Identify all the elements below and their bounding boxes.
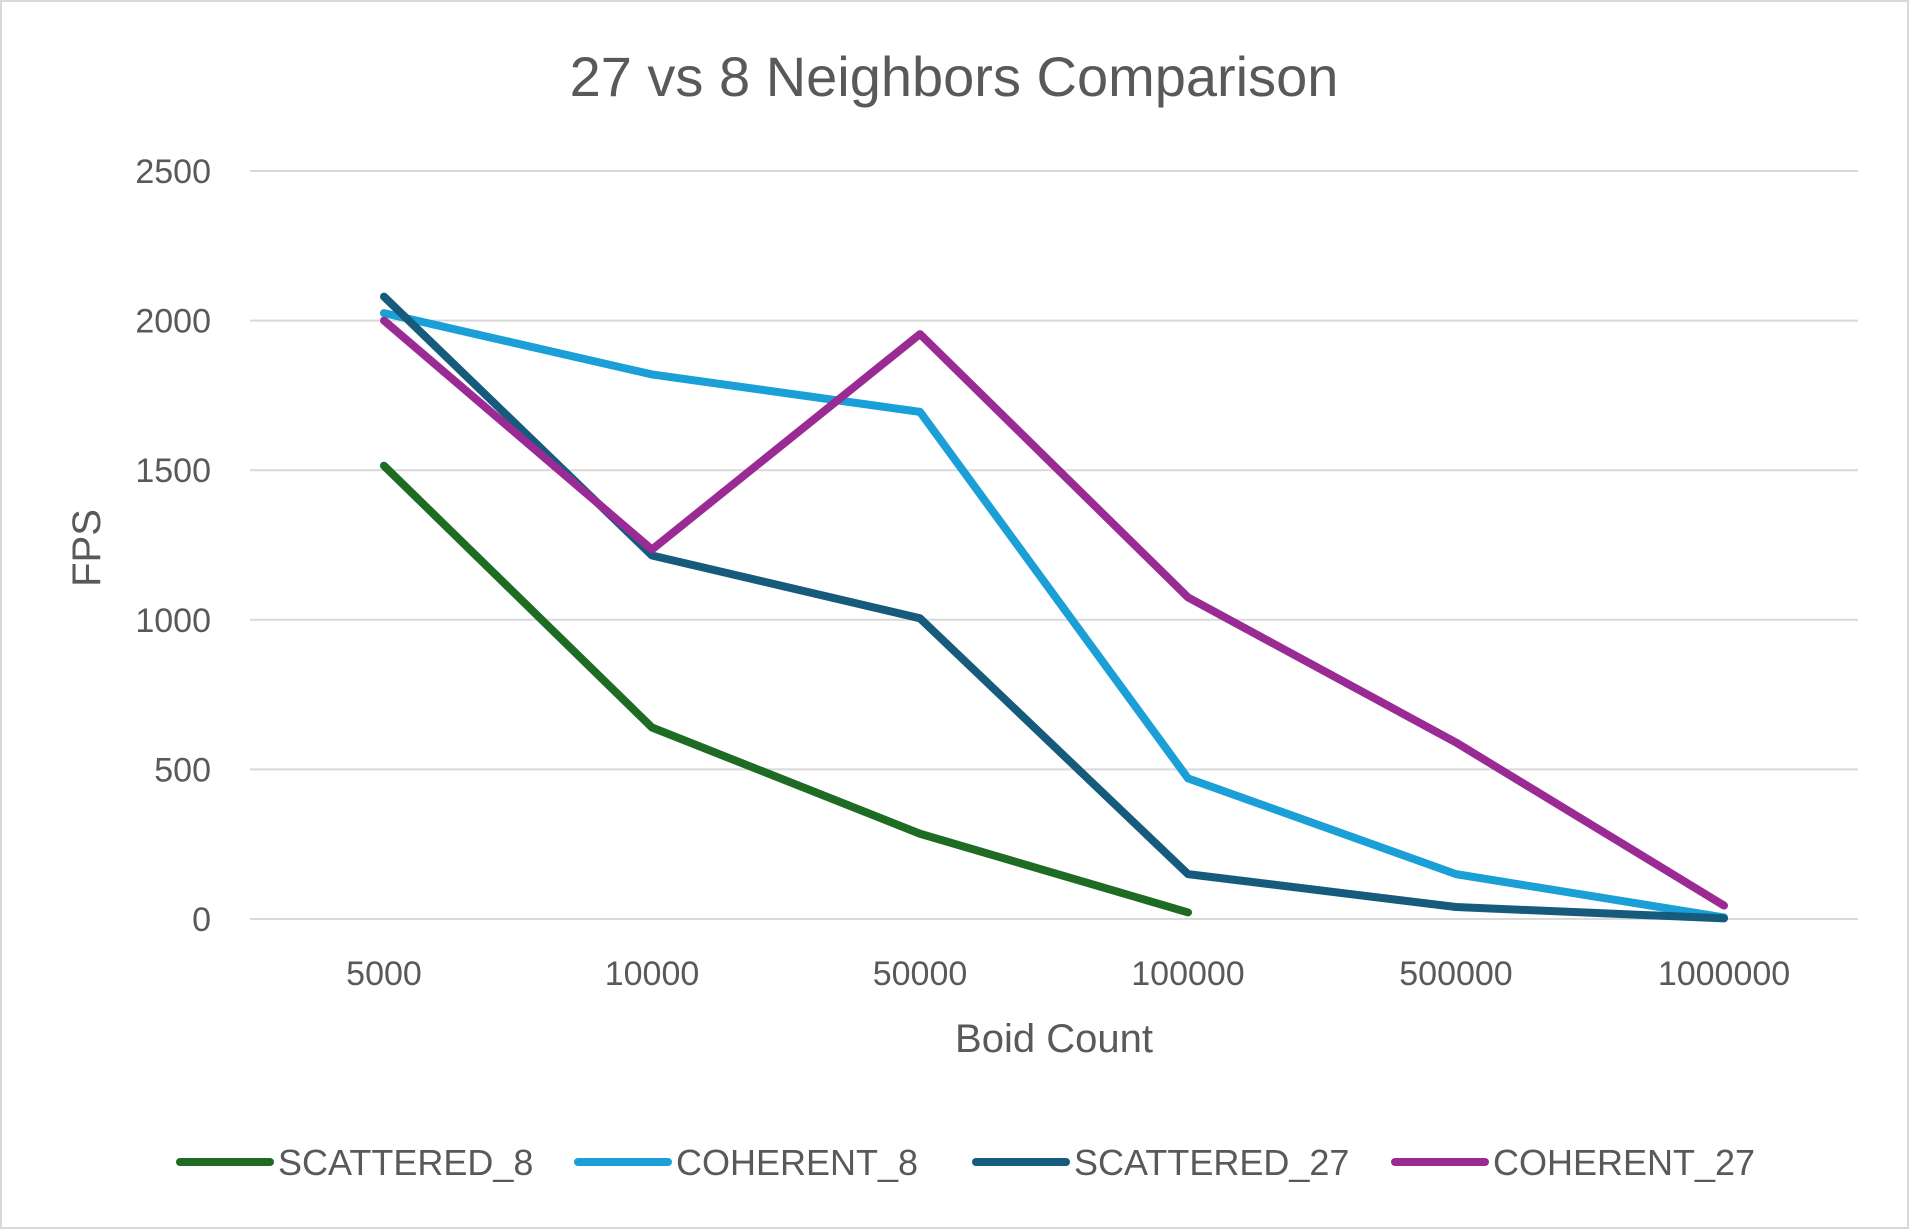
x-tick-label: 1000000 <box>1658 955 1790 993</box>
x-tick-label: 500000 <box>1399 955 1512 993</box>
y-tick-label: 1000 <box>135 602 211 640</box>
chart-title: 27 vs 8 Neighbors Comparison <box>570 45 1339 108</box>
x-axis-label: Boid Count <box>955 1017 1153 1061</box>
y-tick-label: 2000 <box>135 303 211 341</box>
series-line-scattered-27 <box>380 292 1728 923</box>
legend-label: SCATTERED_8 <box>278 1142 533 1183</box>
y-tick-label: 1500 <box>135 452 211 490</box>
legend-label: COHERENT_8 <box>676 1142 918 1183</box>
y-tick-label: 2500 <box>135 153 211 191</box>
series-lines <box>380 292 1728 923</box>
legend: SCATTERED_8 COHERENT_8 SCATTERED_27 COHEREN… <box>176 1142 1755 1183</box>
x-tick-label: 50000 <box>873 955 968 993</box>
x-tick-label: 10000 <box>605 955 700 993</box>
legend-label: COHERENT_27 <box>1493 1142 1755 1183</box>
x-axis-ticks: 5000 10000 50000 100000 500000 1000000 <box>346 955 1790 993</box>
series-line-scattered-8 <box>380 461 1192 917</box>
x-tick-label: 5000 <box>346 955 422 993</box>
legend-label: SCATTERED_27 <box>1074 1142 1349 1183</box>
y-tick-label: 500 <box>154 751 211 789</box>
y-axis-ticks: 0 500 1000 1500 2000 2500 <box>135 153 211 939</box>
series-line-coherent-8 <box>380 309 1728 922</box>
series-line-coherent-27 <box>380 316 1728 910</box>
gridlines <box>250 170 1858 920</box>
y-tick-label: 0 <box>192 901 211 939</box>
y-axis-label: FPS <box>65 509 109 587</box>
x-tick-label: 100000 <box>1131 955 1244 993</box>
